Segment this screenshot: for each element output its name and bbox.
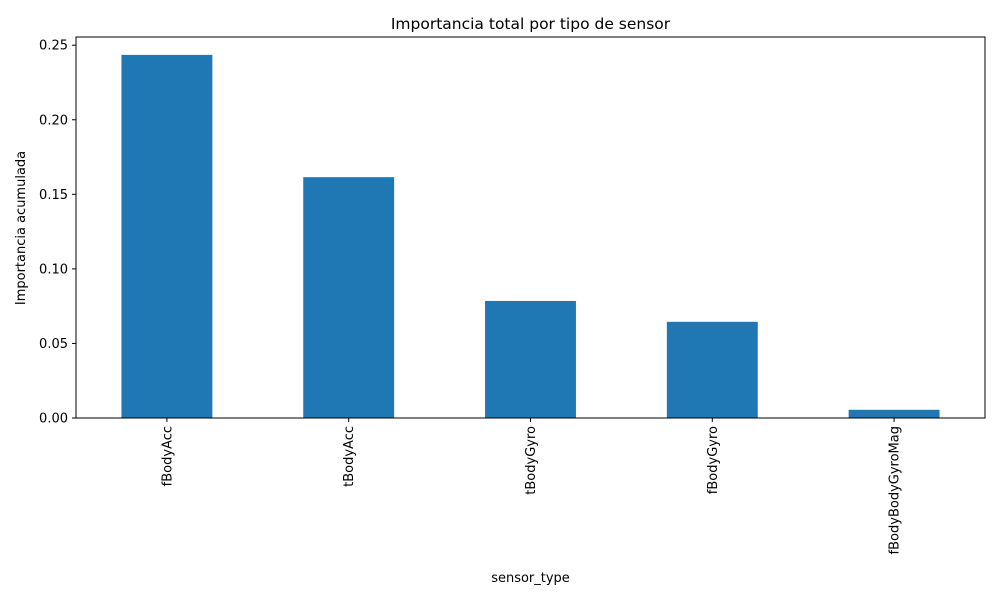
bar-fBodyBodyGyroMag	[848, 409, 940, 418]
bars-group	[121, 54, 940, 419]
x-tick-label: fBodyAcc	[160, 426, 175, 486]
x-axis-label: sensor_type	[491, 571, 570, 586]
plot-frame	[75, 36, 986, 419]
x-axis-ticks: fBodyAcc tBodyAcc tBodyGyro fBodyGyro fBodyB…	[160, 418, 903, 554]
y-tick-label: 0.00	[39, 412, 68, 427]
chart-title: Importancia total por tipo de sensor	[391, 15, 671, 33]
x-tick-label: fBodyGyro	[706, 426, 721, 494]
y-axis-ticks: 0.00 0.05 0.10 0.15 0.20 0.25	[39, 39, 76, 427]
x-tick-label: tBodyGyro	[524, 426, 539, 495]
y-tick-label: 0.25	[39, 39, 68, 54]
bar-fBodyGyro	[666, 321, 758, 418]
x-tick-label: fBodyBodyGyroMag	[888, 426, 903, 554]
y-axis-label: Importancia acumulada	[14, 151, 29, 305]
y-tick-label: 0.10	[39, 262, 68, 277]
bar-tBodyAcc	[303, 177, 395, 418]
x-tick-label: tBodyAcc	[342, 426, 357, 487]
bar-tBodyGyro	[485, 300, 576, 418]
bar-fBodyAcc	[121, 54, 213, 419]
y-tick-label: 0.05	[39, 337, 68, 352]
y-tick-label: 0.20	[39, 113, 68, 128]
y-tick-label: 0.15	[39, 188, 68, 203]
